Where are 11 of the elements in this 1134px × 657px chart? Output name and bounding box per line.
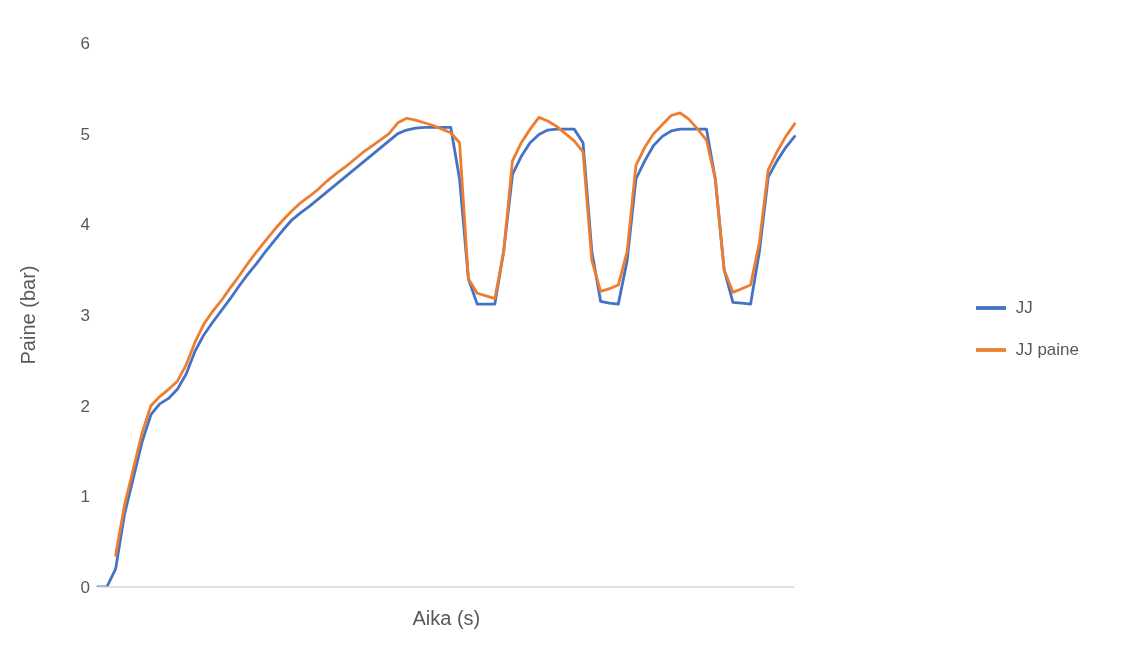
- y-tick-label: 6: [80, 34, 90, 54]
- y-axis-title: Paine (bar): [17, 265, 40, 365]
- y-tick-label: 2: [80, 396, 90, 416]
- y-tick-label: 0: [80, 578, 90, 598]
- y-tick-label: 3: [80, 306, 90, 326]
- y-tick-label: 4: [80, 215, 90, 235]
- legend-label: JJ: [1015, 297, 1033, 317]
- y-tick-label: 1: [80, 487, 90, 507]
- x-axis-title: Aika (s): [412, 607, 481, 629]
- legend-label: JJ paine: [1015, 339, 1079, 359]
- y-tick-label: 5: [80, 124, 90, 144]
